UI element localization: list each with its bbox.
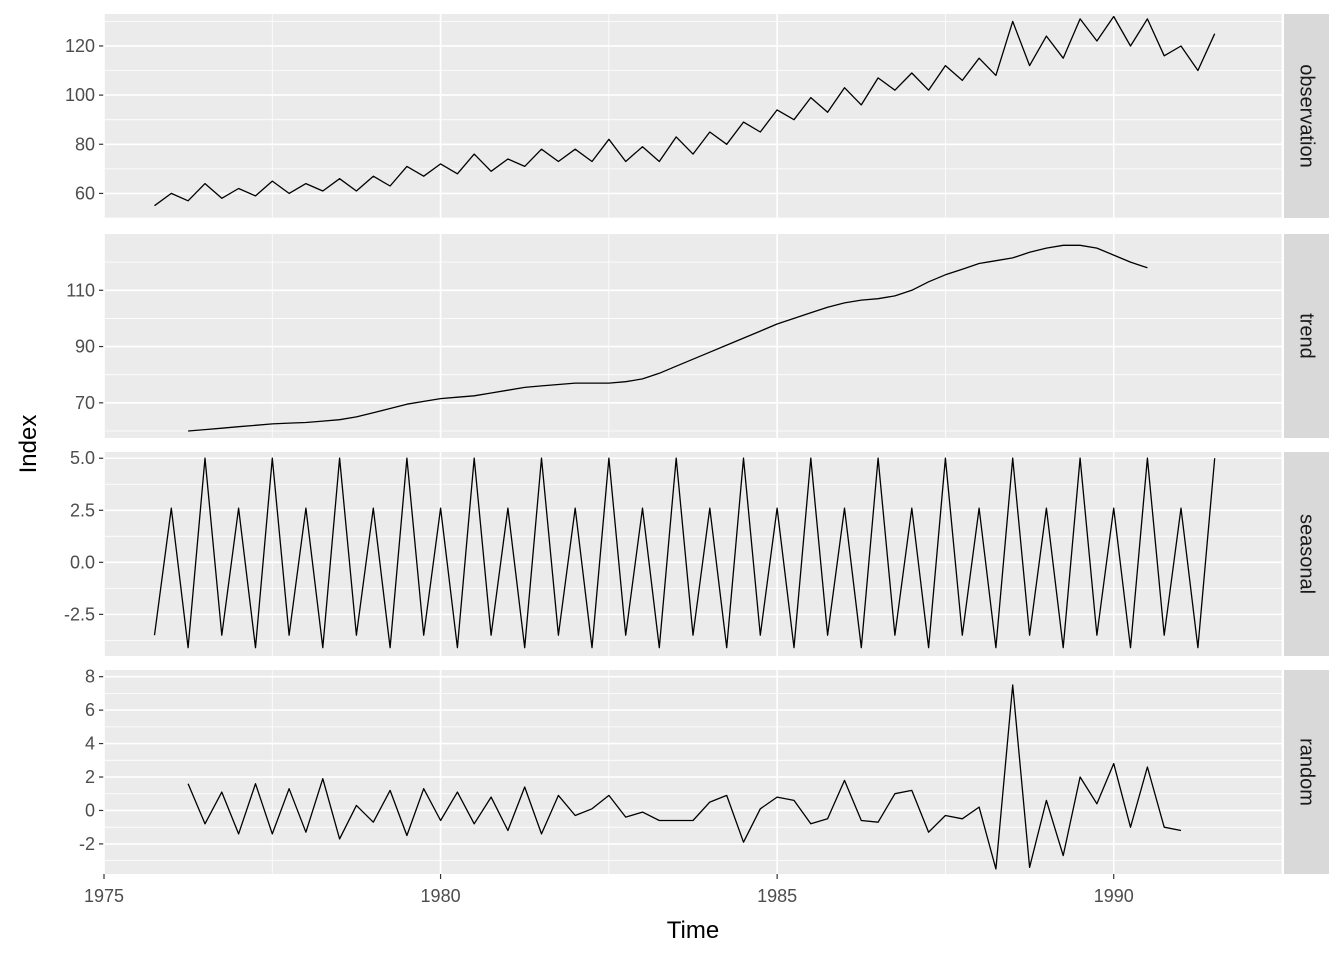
y-tick-label: 0 — [85, 800, 95, 820]
facet-trend: 70 90 110 trend — [66, 234, 1329, 438]
x-axis: 1975 1980 1985 1990 — [84, 874, 1134, 906]
x-tick-label: 1985 — [757, 886, 797, 906]
y-tick-label: 80 — [75, 134, 95, 154]
facet-strip-label: observation — [1296, 64, 1318, 167]
y-tick-label: 4 — [85, 734, 95, 754]
facet-strip — [1284, 14, 1329, 218]
facet-strip — [1284, 234, 1329, 438]
facet-strip — [1284, 452, 1329, 656]
facet-observation: 60 80 100 120 observation — [65, 14, 1329, 219]
facet-strip-label: trend — [1296, 313, 1318, 359]
y-tick-label: 8 — [85, 667, 95, 687]
panel-background — [104, 234, 1282, 438]
x-tick-label: 1975 — [84, 886, 124, 906]
facet-seasonal: -2.5 0.0 2.5 5.0 seasonal — [64, 448, 1329, 656]
y-tick-label: 70 — [75, 393, 95, 413]
panel-background — [104, 670, 1282, 874]
y-tick-label: -2 — [79, 834, 95, 854]
panels-layer: 6080100120observation7090110trend-2.50.0… — [64, 14, 1329, 874]
y-tick-label: 5.0 — [70, 448, 95, 468]
y-tick-label: -2.5 — [64, 604, 95, 624]
panel-background — [104, 14, 1282, 218]
y-tick-label: 100 — [65, 85, 95, 105]
facet-strip-label: random — [1296, 738, 1318, 806]
panel-background — [104, 452, 1282, 656]
x-tick-label: 1980 — [421, 886, 461, 906]
y-tick-label: 90 — [75, 337, 95, 357]
facet-strip-label: seasonal — [1296, 514, 1318, 594]
x-tick-label: 1990 — [1094, 886, 1134, 906]
facet-strip — [1284, 670, 1329, 874]
facet-random: -2 0 2 4 6 8 random — [79, 667, 1329, 874]
series-line-random — [187, 684, 1182, 870]
x-axis-title: Time — [667, 917, 719, 944]
y-tick-label: 2.5 — [70, 500, 95, 520]
series-line-seasonal — [153, 457, 1216, 649]
series-line-trend — [188, 244, 1148, 432]
y-tick-label: 6 — [85, 700, 95, 720]
y-tick-label: 2 — [85, 767, 95, 787]
y-tick-label: 0.0 — [70, 552, 95, 572]
y-axis-title: Index — [15, 415, 42, 474]
y-tick-label: 60 — [75, 183, 95, 203]
series-line-observation — [154, 15, 1216, 207]
y-tick-label: 110 — [66, 280, 95, 300]
y-tick-label: 120 — [65, 36, 95, 56]
